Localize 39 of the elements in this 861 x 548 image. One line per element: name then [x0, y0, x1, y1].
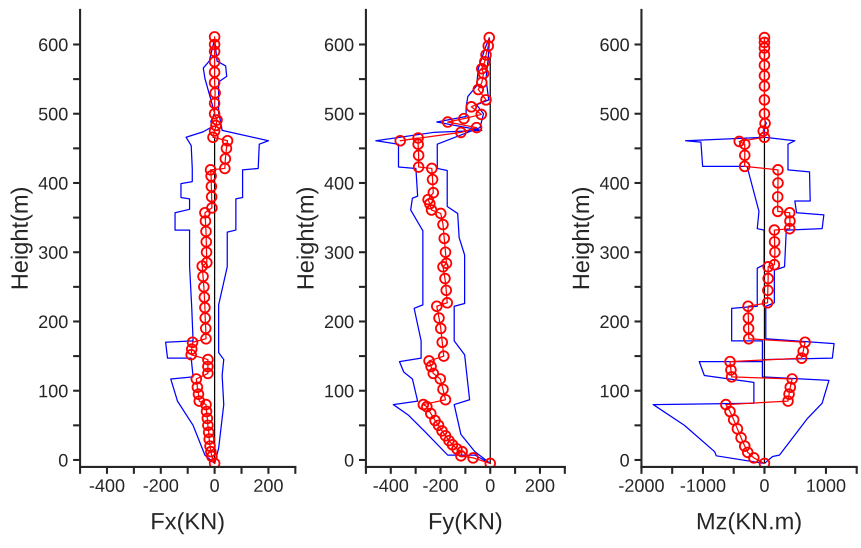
x-axis-title: Fx(KN) [152, 512, 224, 534]
y-tick-label: 300 [38, 246, 68, 259]
x-tick-label: 200 [254, 479, 283, 492]
x-tick-label: -200 [423, 479, 458, 492]
y-tick-label: 500 [324, 108, 354, 120]
x-tick-label: -2000 [619, 479, 664, 492]
x-tick-label: 200 [526, 479, 554, 492]
y-tick-label: 0 [620, 454, 629, 467]
y-tick-label: 100 [325, 384, 354, 398]
y-axis-title: Height(m) [572, 188, 594, 288]
y-tick-label: 300 [324, 246, 354, 259]
y-tick-label: 100 [600, 384, 629, 398]
y-tick-label: 400 [324, 176, 354, 190]
y-tick-label: 300 [600, 246, 629, 259]
y-tick-label: 100 [40, 384, 68, 398]
y-tick-label: 0 [344, 454, 354, 467]
x-tick-label: 1000 [807, 479, 846, 492]
y-tick-label: 600 [39, 38, 68, 52]
y-tick-label: 200 [39, 315, 68, 328]
y-tick-label: 400 [600, 176, 629, 190]
y-axis-title: Height(m) [296, 188, 318, 288]
x-tick-label: 0 [210, 479, 219, 492]
y-tick-label: 600 [324, 38, 354, 52]
x-tick-label: -200 [144, 479, 178, 492]
y-tick-label: 400 [38, 176, 68, 190]
x-tick-label: -400 [90, 479, 124, 492]
y-tick-label: 200 [600, 315, 629, 328]
y-tick-label: 200 [324, 315, 354, 328]
x-tick-label: 0 [486, 479, 495, 492]
x-axis-title: Mz(KN.m) [698, 512, 801, 534]
x-axis-title: Fy(KN) [430, 512, 502, 534]
x-tick-label: -1000 [680, 479, 726, 492]
y-tick-label: 500 [600, 108, 629, 120]
y-axis-title: Height(m) [10, 188, 33, 288]
y-tick-label: 600 [600, 38, 629, 52]
y-tick-label: 0 [58, 454, 68, 467]
x-tick-label: -400 [374, 479, 408, 492]
x-tick-label: 0 [760, 479, 769, 492]
y-tick-label: 500 [38, 108, 68, 120]
